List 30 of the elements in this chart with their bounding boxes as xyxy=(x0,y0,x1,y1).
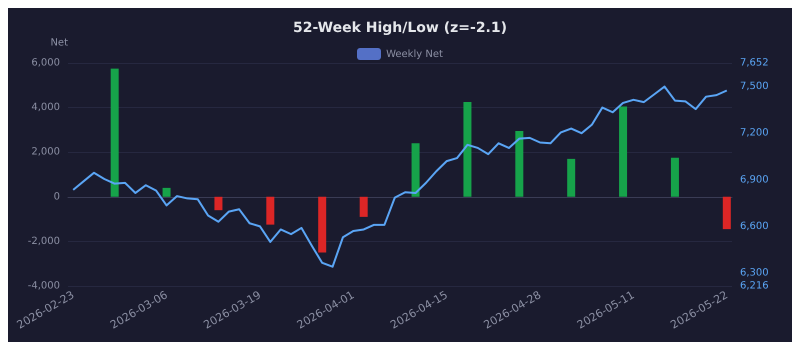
y2-tick-label: 7,500 xyxy=(740,81,769,92)
y2-tick-label: 6,900 xyxy=(740,174,769,186)
bar xyxy=(214,196,222,210)
bar xyxy=(670,158,679,197)
y-tick-label: 6,000 xyxy=(31,58,60,68)
bar xyxy=(515,131,524,197)
chart-title: 52-Week High/Low (z=-2.1) xyxy=(292,20,508,36)
text: Weekly Net xyxy=(386,48,443,60)
bar xyxy=(567,158,576,197)
bar xyxy=(619,106,628,197)
y2-tick-label: 7,652 xyxy=(740,58,769,68)
y2-tick-label: 7,200 xyxy=(740,128,769,139)
y-tick-label: 4,000 xyxy=(31,102,60,114)
y-tick-label: -4,000 xyxy=(28,280,60,292)
bar xyxy=(360,196,368,217)
bar xyxy=(162,188,171,197)
bar xyxy=(463,102,472,197)
y2-tick-label: 6,300 xyxy=(740,267,769,278)
y2-tick-label: 6,216 xyxy=(740,280,769,292)
y-axis-title: Net xyxy=(50,38,68,48)
bar xyxy=(722,196,731,230)
y2-tick-label: 6,600 xyxy=(740,220,769,232)
bar xyxy=(110,68,119,197)
y-tick-label: 0 xyxy=(54,191,60,202)
line-series xyxy=(72,86,728,268)
bar xyxy=(266,196,274,225)
bar xyxy=(318,196,326,253)
y-tick-label: -2,000 xyxy=(28,236,60,247)
bar xyxy=(412,143,420,197)
y-tick-label: 2,000 xyxy=(31,146,60,158)
